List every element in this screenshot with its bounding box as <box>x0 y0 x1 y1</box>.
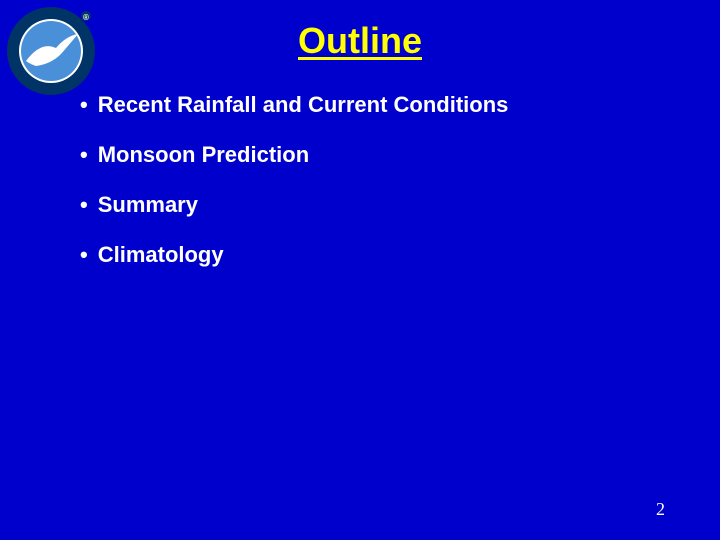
page-number: 2 <box>656 499 665 520</box>
slide-title: Outline <box>0 0 720 62</box>
noaa-logo: ® <box>6 6 96 96</box>
bullet-dot: • <box>80 242 88 268</box>
bullet-text: Monsoon Prediction <box>98 142 309 168</box>
bullet-item: • Recent Rainfall and Current Conditions <box>80 92 720 118</box>
bullet-text: Recent Rainfall and Current Conditions <box>98 92 509 118</box>
svg-text:®: ® <box>83 13 89 22</box>
bullet-dot: • <box>80 142 88 168</box>
bullet-item: • Climatology <box>80 242 720 268</box>
bullet-item: • Summary <box>80 192 720 218</box>
bullet-text: Climatology <box>98 242 224 268</box>
bullet-text: Summary <box>98 192 198 218</box>
bullet-list: • Recent Rainfall and Current Conditions… <box>80 92 720 268</box>
bullet-item: • Monsoon Prediction <box>80 142 720 168</box>
bullet-dot: • <box>80 192 88 218</box>
